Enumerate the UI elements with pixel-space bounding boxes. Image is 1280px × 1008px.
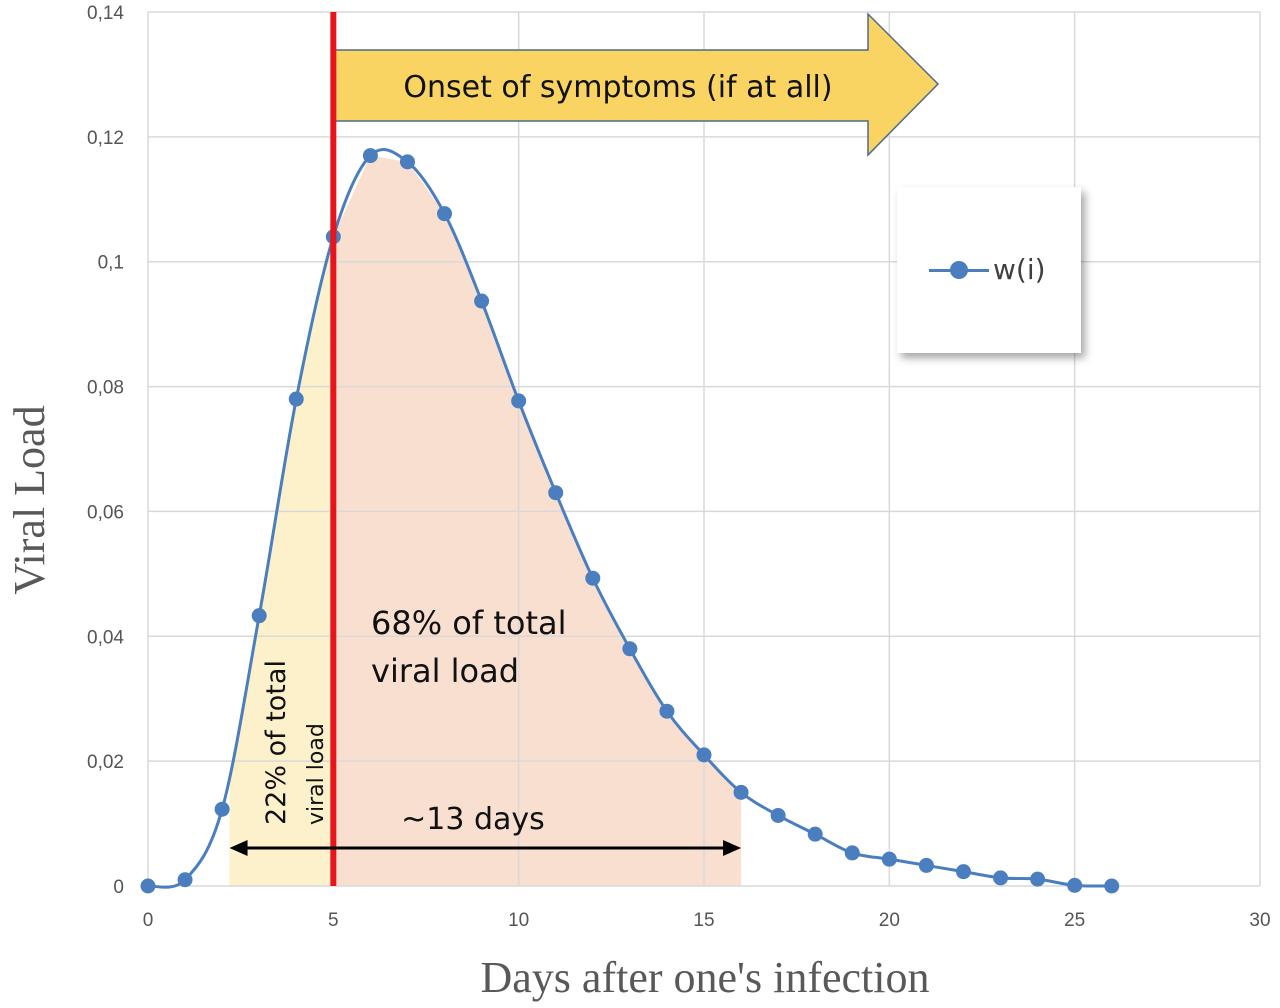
series-w-point <box>733 784 749 800</box>
series-w-point <box>177 872 193 888</box>
y-tick-label: 0,14 <box>87 3 124 24</box>
y-tick-label: 0,04 <box>87 627 124 648</box>
x-tick-label: 20 <box>879 910 900 931</box>
post-region-label-line1: 68% of total <box>371 604 566 642</box>
series-w-point <box>1067 877 1083 893</box>
series-w-point <box>918 857 934 873</box>
duration-arrow-head-left <box>229 840 248 856</box>
series-w-point <box>770 807 786 823</box>
series-w-point <box>511 393 527 409</box>
pre-region-label-line1: 22% of total <box>261 660 292 825</box>
duration-arrow-head-right <box>723 840 742 856</box>
onset-arrow-shape <box>333 12 940 157</box>
y-tick-label: 0,02 <box>87 752 124 773</box>
series-w-point <box>437 206 453 222</box>
series-w-point <box>399 154 415 170</box>
series-w-point <box>955 864 971 880</box>
post-onset-region <box>333 155 742 887</box>
series-w-point <box>659 703 675 719</box>
series-w-point <box>214 801 230 817</box>
post-region-label-line2: viral load <box>371 652 519 690</box>
series-w-point <box>881 851 897 867</box>
onset-arrow-label: Onset of symptoms (if at all) <box>403 70 832 105</box>
x-tick-label: 0 <box>143 910 154 931</box>
legend-dot-marker <box>950 261 968 279</box>
series-w-point <box>844 845 860 861</box>
duration-label: ~13 days <box>401 802 545 837</box>
y-tick-label: 0,12 <box>87 128 124 149</box>
series-w-point <box>140 878 156 894</box>
x-tick-label: 30 <box>1249 910 1270 931</box>
series-w-point <box>1030 871 1046 887</box>
x-tick-label: 5 <box>328 910 339 931</box>
series-w-point <box>1104 878 1120 894</box>
x-tick-label: 15 <box>693 910 714 931</box>
tick-labels: 0 5 10 15 20 25 30 0 0,02 0,04 0,06 0,08 0,1 0,12 0,14 <box>87 3 1271 931</box>
x-axis-title: Days after one's infection <box>481 953 930 1002</box>
legend: w(i) <box>897 187 1081 353</box>
series-w-point <box>474 293 490 309</box>
shaded-regions <box>229 155 742 887</box>
series-w-point <box>993 870 1009 886</box>
series-w-point <box>696 747 712 763</box>
series-w-line <box>140 148 1120 894</box>
series-w-point <box>251 608 267 624</box>
onset-arrow: Onset of symptoms (if at all) <box>333 12 940 157</box>
pre-region-label-line2: viral load <box>304 723 329 825</box>
y-tick-label: 0,08 <box>87 378 124 399</box>
series-w-point <box>807 826 823 842</box>
region-annotations: 68% of total viral load 22% of total vir… <box>229 604 742 856</box>
y-tick-label: 0 <box>113 877 124 898</box>
series-w-point <box>288 391 304 407</box>
y-axis-title: Viral Load <box>5 405 54 594</box>
series-w-point <box>362 148 378 164</box>
x-tick-label: 10 <box>508 910 529 931</box>
y-tick-label: 0,1 <box>98 253 124 274</box>
legend-label: w(i) <box>993 253 1046 286</box>
x-tick-label: 25 <box>1064 910 1085 931</box>
y-tick-label: 0,06 <box>87 502 124 523</box>
pre-onset-region <box>229 236 334 886</box>
series-w-point <box>585 570 601 586</box>
series-w-point <box>548 485 564 501</box>
series-w-point <box>622 641 638 657</box>
